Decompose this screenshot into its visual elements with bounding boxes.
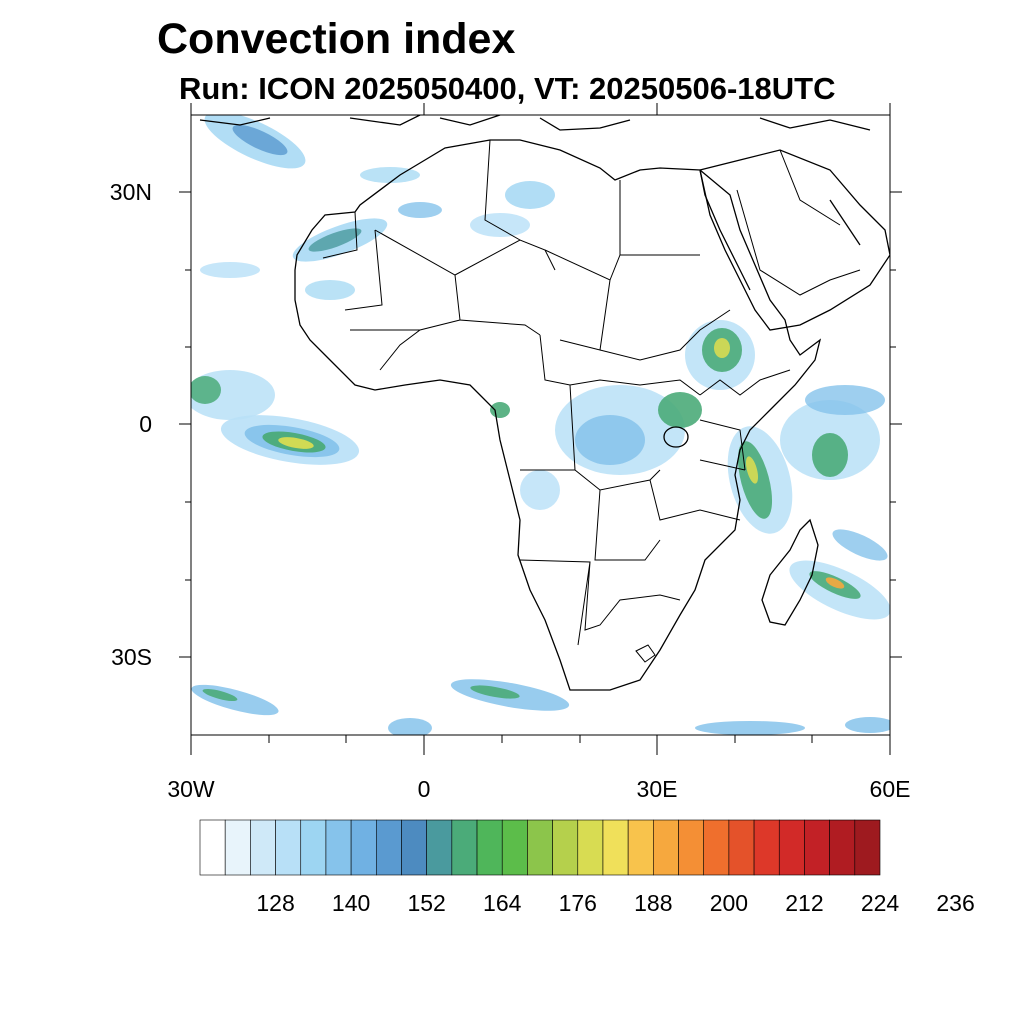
colorbar-swatch [854,819,881,876]
colorbar-labels: 128 140 152 164 176 188 200 212 224 236 [256,890,974,916]
colorbar-swatch [804,819,830,876]
colorbar [199,819,881,876]
colorbar-tick-label: 152 [407,890,445,916]
convection-field [191,115,890,735]
lon-label-60e: 60E [870,776,911,802]
lat-label-30s: 30S [111,644,152,670]
lat-label-0: 0 [139,411,152,437]
colorbar-swatch [577,819,604,876]
colorbar-swatch [778,819,805,876]
lon-label-30w: 30W [167,776,215,802]
colorbar-tick-label: 236 [936,890,974,916]
colorbar-tick-label: 200 [710,890,748,916]
colorbar-swatch [653,819,679,876]
colorbar-swatch [401,819,427,876]
colorbar-tick-label: 140 [332,890,370,916]
colorbar-swatch [275,819,302,876]
colorbar-swatch [451,819,478,876]
lat-label-30n: 30N [110,179,152,205]
map-title: Convection index [157,15,516,63]
colorbar-swatch [476,819,503,876]
colorbar-swatch [753,819,780,876]
colorbar-swatch [552,819,579,876]
coastlines [199,115,890,691]
colorbar-swatch [602,819,629,876]
colorbar-swatch [325,819,352,876]
colorbar-tick-label: 188 [634,890,672,916]
colorbar-swatch [224,819,251,876]
colorbar-swatch [627,819,654,876]
lon-label-30e: 30E [637,776,678,802]
colorbar-swatch [703,819,730,876]
map-subtitle: Run: ICON 2025050400, VT: 20250506-18UTC [179,71,836,106]
colorbar-tick-label: 176 [559,890,597,916]
lon-label-0: 0 [418,776,431,802]
colorbar-swatch [426,819,453,876]
colorbar-swatch [350,819,377,876]
colorbar-swatch [199,819,226,876]
map-frame [179,103,902,755]
colorbar-swatch [300,819,327,876]
colorbar-swatch [829,819,856,876]
colorbar-swatch [375,819,402,876]
colorbar-swatch [728,819,755,876]
colorbar-tick-label: 212 [785,890,823,916]
colorbar-tick-label: 128 [256,890,294,916]
colorbar-swatch [527,819,553,876]
country-borders [322,139,861,663]
colorbar-swatch [250,819,276,876]
colorbar-swatch [501,819,528,876]
colorbar-tick-label: 164 [483,890,522,916]
colorbar-swatch [678,819,705,876]
colorbar-tick-label: 224 [861,890,900,916]
